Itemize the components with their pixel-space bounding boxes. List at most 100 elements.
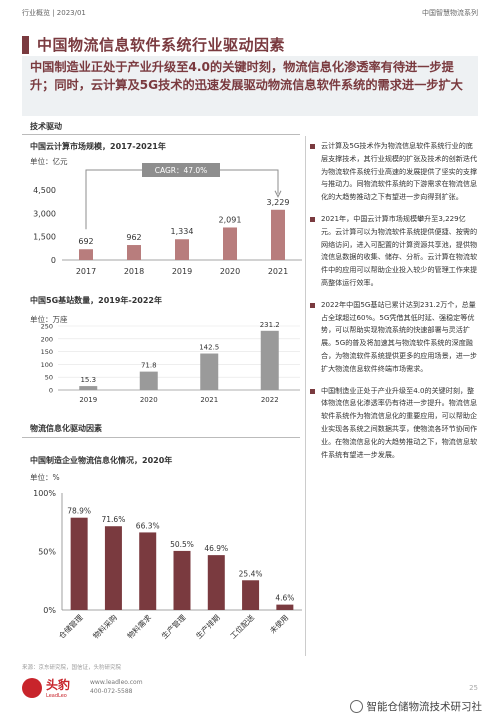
- x-tick-label: 生产管理: [159, 612, 188, 641]
- bar: [104, 526, 122, 610]
- bar: [223, 227, 237, 260]
- data-label: 25.4%: [239, 569, 263, 578]
- brand-icon: [22, 677, 42, 698]
- data-label: 78.9%: [67, 507, 91, 516]
- data-label: 66.3%: [136, 521, 160, 530]
- chart3-title: 中国制造企业物流信息化情况，2020年: [30, 456, 173, 465]
- header-left: 行业概览 | 2023/01: [22, 9, 86, 17]
- data-label: 142.5: [199, 344, 219, 352]
- bar: [242, 580, 260, 610]
- bullet-item: 中国制造业正处于产业升级至4.0的关键时刻，整体物流信息化渗透率仍有待进一步提升…: [310, 385, 478, 462]
- bullet-item: 云计算及5G技术作为物流信息软件系统行业的底层支撑技术，其行业规模的扩张及技术的…: [310, 140, 478, 204]
- brand-name: 头豹: [46, 678, 71, 692]
- x-tick-label: 2022: [261, 396, 279, 404]
- bar: [207, 555, 225, 610]
- data-label: 962: [126, 233, 141, 242]
- website-link[interactable]: www.leadleo.com: [90, 679, 143, 686]
- y-tick-label: 100%: [33, 489, 56, 498]
- cloud-market-chart: 4,500 3,000 1,500 0 692 2017 962 2018 1,334 2019 2…: [33, 163, 302, 276]
- data-label: 692: [78, 237, 93, 246]
- chart1-unit: 单位：亿元: [30, 157, 68, 166]
- cagr-line-left: [85, 169, 142, 230]
- data-label: 71.6%: [102, 515, 126, 524]
- section-divider-2: [22, 437, 300, 438]
- bar: [79, 386, 98, 390]
- x-tick-label: 2017: [76, 267, 96, 276]
- contact-info: www.leadleo.com 400-072-5588: [90, 678, 143, 696]
- x-tick-label: 未使用: [267, 612, 290, 635]
- data-label: 71.8: [141, 362, 157, 370]
- bar: [173, 550, 191, 610]
- x-tick-label: 2018: [124, 267, 144, 276]
- data-label: 231.2: [260, 321, 280, 329]
- 5g-station-chart: 250 200 150 100 50 0 15.3 2019 71.8 2020 142.5 2021…: [41, 321, 300, 404]
- section-tech: 技术驱动: [30, 122, 62, 131]
- header-right: 中国智慧物流系列: [422, 9, 478, 17]
- bar: [139, 371, 158, 390]
- x-tick-label: 物料需求: [125, 612, 154, 641]
- bar: [200, 353, 219, 390]
- watermark-text: 智能仓储物流技术研习社: [366, 701, 483, 713]
- y-tick-label: 150: [41, 348, 53, 356]
- y-tick-label: 200: [41, 335, 53, 343]
- bar: [175, 239, 189, 260]
- page-title-bar: 中国物流信息软件系统行业驱动因素: [22, 34, 285, 55]
- brand-logo: 头豹 LeadLeo: [22, 676, 70, 699]
- section-divider: [22, 134, 300, 135]
- summary-box: 中国制造业正处于产业升级至4.0的关键时刻，物流信息化渗透率有待进一步提升；同时…: [22, 56, 478, 116]
- title-accent-mark: [22, 35, 29, 54]
- watermark: 智能仓储物流技术研习社: [349, 699, 483, 714]
- phone-number: 400-072-5588: [90, 688, 133, 695]
- bar: [276, 604, 294, 610]
- chart2-title: 中国5G基站数量，2019年-2022年: [30, 296, 162, 305]
- data-label: 15.3: [80, 376, 96, 384]
- y-tick-label: 1,500: [33, 233, 56, 242]
- y-tick-label: 50%: [38, 548, 56, 557]
- data-label: 4.6%: [275, 594, 294, 603]
- page-header: 行业概览 | 2023/01 中国智慧物流系列: [22, 8, 478, 22]
- logistics-info-chart: 100% 50% 0% 78.9% 仓储管理 71.6% 物料采购 66.3% 物料需求 50.5…: [33, 489, 302, 641]
- chart3-unit: 单位：%: [30, 473, 60, 482]
- bar: [127, 245, 141, 260]
- cagr-line-right: [220, 169, 279, 194]
- y-tick-label: 3,000: [33, 209, 56, 218]
- y-tick-label: 100: [41, 361, 53, 369]
- bullet-item: 2021年，中国云计算市场规模攀升至3,229亿元。云计算可以为物流软件系统提供…: [310, 213, 478, 290]
- chart1-title: 中国云计算市场规模，2017-2021年: [30, 142, 166, 151]
- y-tick-label: 0: [51, 256, 56, 265]
- cagr-box: [142, 163, 220, 177]
- data-label: 1,334: [171, 227, 194, 236]
- cagr-label: CAGR：47.0%: [155, 166, 208, 175]
- page-number: 25: [469, 684, 478, 692]
- column-divider: [305, 136, 306, 656]
- bar: [139, 532, 157, 610]
- x-tick-label: 2021: [200, 396, 218, 404]
- section-info: 物流信息化驱动因素: [30, 424, 102, 433]
- bar: [260, 330, 279, 390]
- source-note: 来源：京东研究院，国信证，头豹研究院: [22, 665, 122, 671]
- bar: [70, 517, 88, 610]
- page-title: 中国物流信息软件系统行业驱动因素: [37, 36, 286, 54]
- y-tick-label: 250: [41, 323, 53, 331]
- x-tick-label: 2019: [79, 396, 97, 404]
- x-tick-label: 2020: [140, 396, 158, 404]
- y-tick-label: 0: [49, 387, 53, 395]
- x-tick-label: 物料采购: [91, 612, 119, 640]
- x-tick-label: 2020: [220, 267, 240, 276]
- data-label: 50.5%: [170, 540, 194, 549]
- x-tick-label: 2021: [268, 267, 288, 276]
- x-tick-label: 生产排期: [193, 612, 221, 640]
- y-tick-label: 4,500: [33, 186, 56, 195]
- data-label: 3,229: [267, 198, 290, 207]
- brand-sub: LeadLeo: [46, 693, 67, 699]
- x-tick-label: 工位配送: [228, 612, 257, 641]
- x-tick-label: 2019: [172, 267, 192, 276]
- bullet-list: 云计算及5G技术作为物流信息软件系统行业的底层支撑技术，其行业规模的扩张及技术的…: [310, 140, 478, 470]
- cagr-arrow-icon: [274, 190, 282, 198]
- data-label: 46.9%: [204, 544, 228, 553]
- y-tick-label: 50: [45, 374, 53, 382]
- bar: [271, 209, 285, 260]
- chart2-unit: 单位：万座: [30, 315, 68, 324]
- bullet-item: 2022年中国5G基站已累计达到231.2万个，总量占全球超过60%。5G凭借其…: [310, 299, 478, 376]
- wechat-icon: [349, 700, 363, 713]
